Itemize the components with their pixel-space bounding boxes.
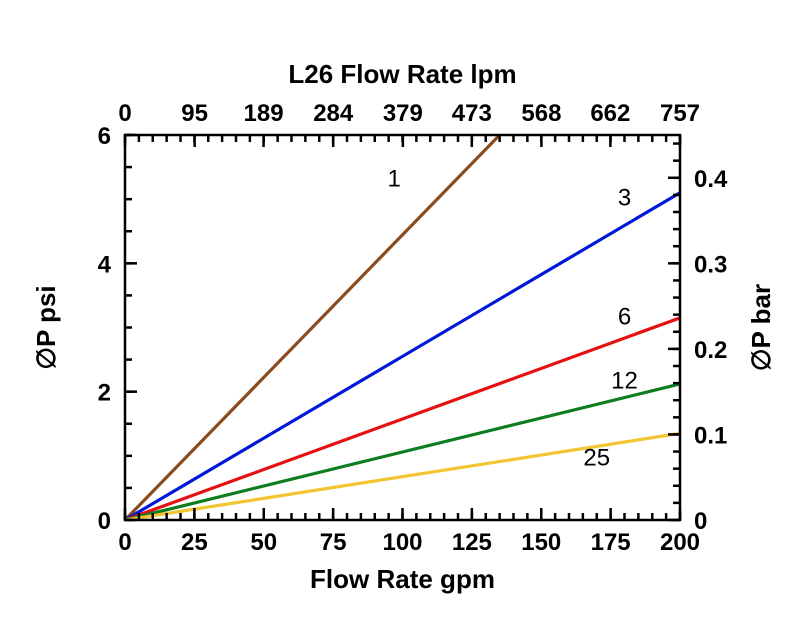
y-right-tick: 0.2	[694, 337, 727, 364]
x-bottom-tick: 125	[452, 529, 492, 556]
y-left-label: ∅P psi	[31, 285, 61, 369]
x-bottom-tick: 100	[382, 529, 422, 556]
chart-title: L26 Flow Rate lpm	[288, 59, 516, 89]
x-top-tick: 95	[181, 100, 208, 127]
y-right-tick: 0.4	[694, 166, 728, 193]
y-right-label: ∅P bar	[746, 284, 776, 371]
y-right-tick: 0.1	[694, 422, 727, 449]
y-left-tick: 0	[98, 508, 111, 535]
x-bottom-tick: 175	[591, 529, 631, 556]
x-top-tick: 0	[118, 100, 131, 127]
x-bottom-tick: 150	[521, 529, 561, 556]
series-label-6: 6	[618, 303, 631, 330]
series-label-1: 1	[387, 165, 400, 192]
pressure-drop-chart: 0255075100125150175200Flow Rate gpm09518…	[0, 0, 808, 636]
x-bottom-tick: 75	[320, 529, 347, 556]
y-left-tick: 4	[98, 251, 112, 278]
y-left-tick: 6	[98, 123, 111, 150]
x-top-tick: 473	[452, 100, 492, 127]
x-top-tick: 189	[244, 100, 284, 127]
series-label-12: 12	[611, 367, 638, 394]
x-bottom-tick: 0	[118, 529, 131, 556]
y-right-tick: 0	[694, 508, 707, 535]
x-top-tick: 757	[660, 100, 700, 127]
x-bottom-tick: 50	[250, 529, 277, 556]
y-left-tick: 2	[98, 380, 111, 407]
x-bottom-tick: 25	[181, 529, 208, 556]
x-top-tick: 662	[590, 100, 630, 127]
series-label-3: 3	[618, 185, 631, 212]
y-right-tick: 0.3	[694, 251, 727, 278]
x-top-tick: 379	[383, 100, 423, 127]
x-top-tick: 284	[313, 100, 354, 127]
series-label-25: 25	[583, 444, 610, 471]
x-bottom-label: Flow Rate gpm	[310, 564, 495, 594]
x-top-tick: 568	[521, 100, 561, 127]
